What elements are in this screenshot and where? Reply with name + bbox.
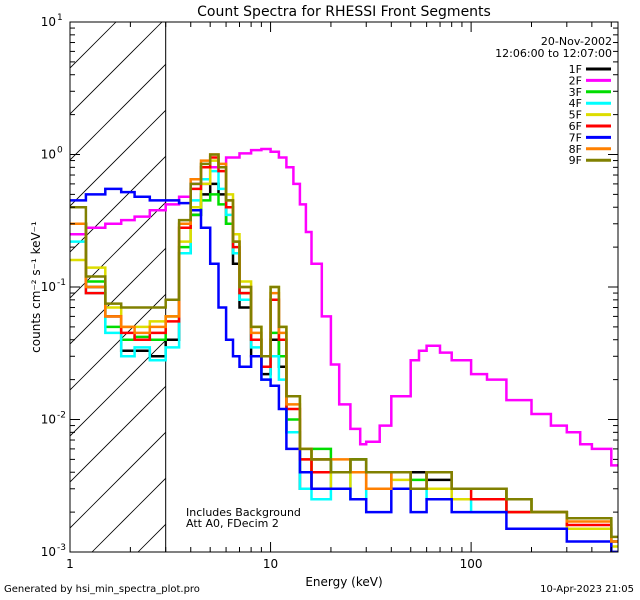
hatch-line <box>70 22 163 115</box>
date-label: 20-Nov-2002 <box>541 35 612 48</box>
y-tick-label-base: 10 <box>41 545 56 559</box>
x-tick-label: 10 <box>263 557 278 571</box>
legend-label-7F: 7F <box>569 131 582 144</box>
y-tick-label-exponent: 0 <box>57 146 63 156</box>
y-tick-label-base: 10 <box>41 148 56 162</box>
legend-label-8F: 8F <box>569 143 582 156</box>
x-tick-labels: 1 10 100 <box>66 557 482 571</box>
series-line-2F <box>70 147 618 467</box>
chart-title: Count Spectra for RHESSI Front Segments <box>197 4 491 20</box>
y-tick-label-base: 10 <box>41 15 56 29</box>
y-tick-label-base: 10 <box>41 413 56 427</box>
time-range-label: 12:06:00 to 12:07:00 <box>495 47 612 60</box>
hatch-line <box>70 247 166 345</box>
legend-label-4F: 4F <box>569 97 582 110</box>
axis-ticks <box>69 21 618 553</box>
series-line-7F <box>70 187 618 552</box>
y-axis-label: counts cm⁻² s⁻¹ keV⁻¹ <box>29 221 43 353</box>
footer-timestamp: 10-Apr-2023 21:05 <box>540 584 634 595</box>
legend-label-2F: 2F <box>569 74 582 87</box>
x-axis-label: Energy (keV) <box>305 575 382 589</box>
hatch-line <box>70 63 166 161</box>
hatch-line <box>70 431 166 529</box>
y-tick-label-exponent: 1 <box>57 13 63 23</box>
legend-label-1F: 1F <box>569 63 582 76</box>
x-tick-label: 100 <box>460 557 483 571</box>
hatch-line <box>70 201 166 299</box>
y-tick-label-base: 10 <box>41 280 56 294</box>
footer-generated-by: Generated by hsi_min_spectra_plot.pro <box>4 584 200 595</box>
series-group <box>70 147 618 552</box>
y-tick-label-exponent: -1 <box>57 278 66 288</box>
series-line-1F <box>70 182 618 552</box>
legend-label-6F: 6F <box>569 120 582 133</box>
hatch-line <box>70 385 166 483</box>
y-tick-label-exponent: -2 <box>57 411 66 421</box>
x-tick-label: 1 <box>66 557 74 571</box>
legend-label-5F: 5F <box>569 109 582 122</box>
y-tick-label-exponent: -3 <box>57 543 66 553</box>
series-line-9F <box>70 153 618 539</box>
legend-label-3F: 3F <box>569 86 582 99</box>
annotation-background: Includes Background <box>186 506 301 519</box>
series-line-8F <box>70 153 618 543</box>
series-line-6F <box>70 156 618 543</box>
legend-label-9F: 9F <box>569 154 582 167</box>
annotation-attenuator: Att A0, FDecim 2 <box>186 517 279 530</box>
